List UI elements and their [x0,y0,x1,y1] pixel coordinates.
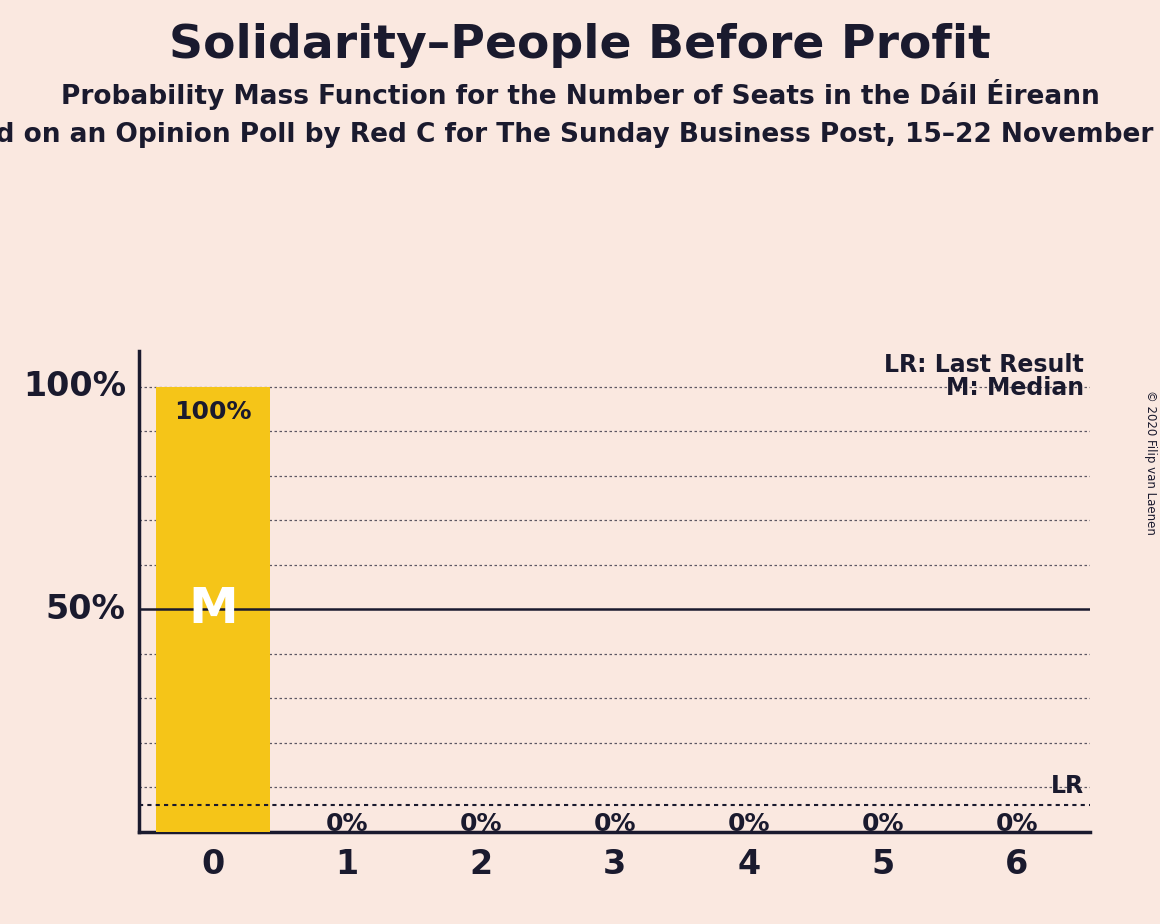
Text: Probability Mass Function for the Number of Seats in the Dáil Éireann: Probability Mass Function for the Number… [60,79,1100,110]
Text: LR: LR [1051,774,1083,798]
Text: 100%: 100% [23,371,125,403]
Text: 0%: 0% [459,811,502,835]
Text: Based on an Opinion Poll by Red C for The Sunday Business Post, 15–22 November 2: Based on an Opinion Poll by Red C for Th… [0,122,1160,148]
Text: 0%: 0% [594,811,636,835]
Text: M: Median: M: Median [945,375,1083,399]
Text: LR: Last Result: LR: Last Result [884,353,1083,377]
Text: Solidarity–People Before Profit: Solidarity–People Before Profit [169,23,991,68]
Text: © 2020 Filip van Laenen: © 2020 Filip van Laenen [1144,390,1158,534]
Bar [155,387,270,832]
Text: 100%: 100% [174,400,252,424]
Text: 50%: 50% [46,592,125,626]
Text: M: M [188,585,238,633]
Text: 0%: 0% [995,811,1038,835]
Text: 0%: 0% [862,811,904,835]
Text: 0%: 0% [326,811,368,835]
Text: 0%: 0% [727,811,770,835]
